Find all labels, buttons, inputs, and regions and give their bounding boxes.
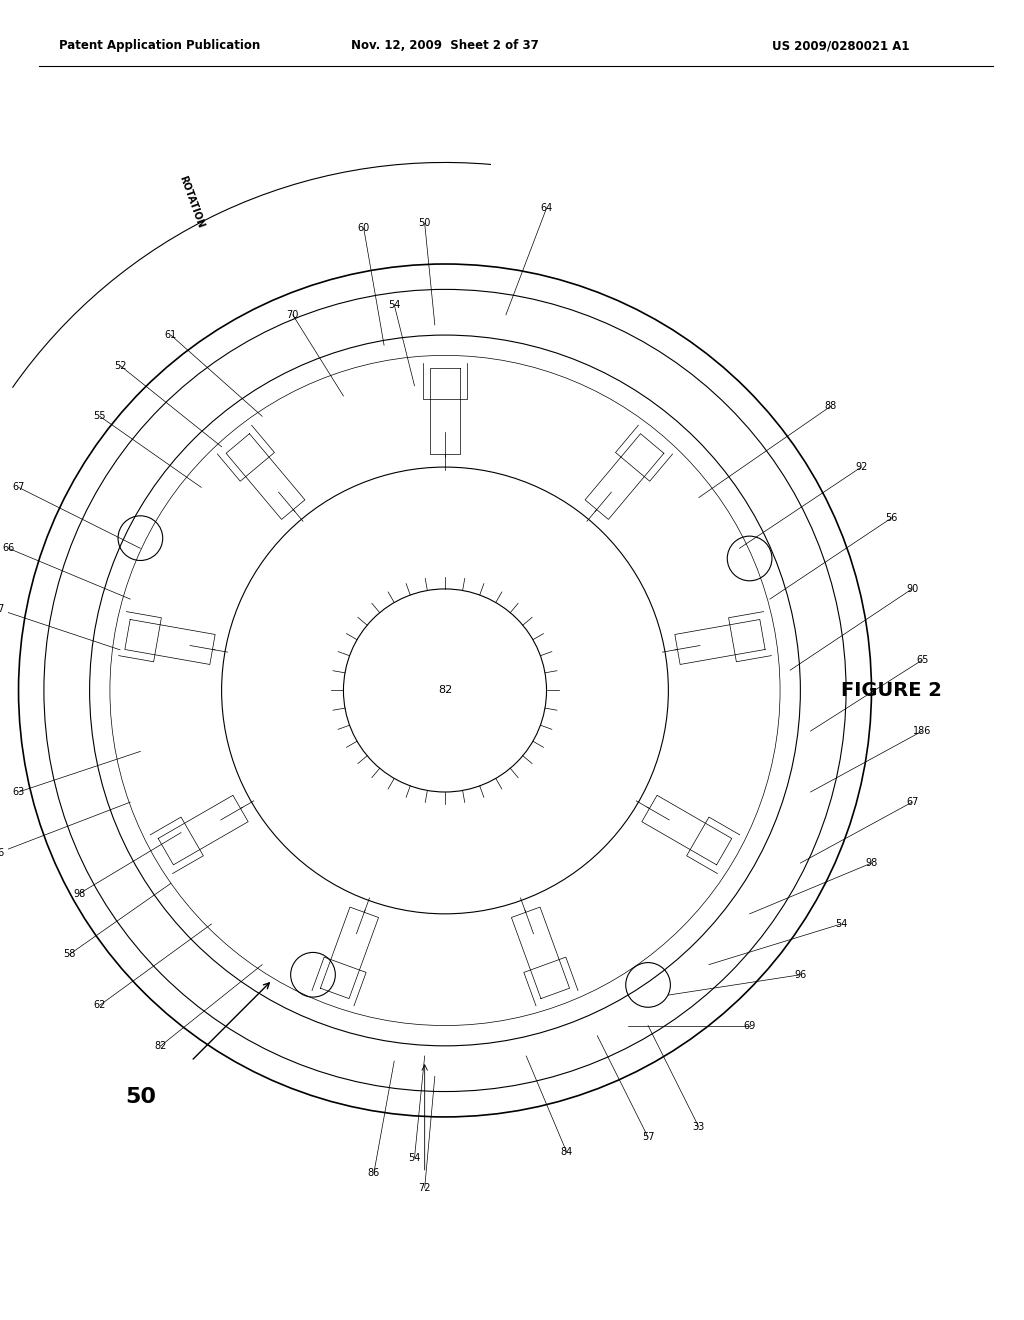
Text: 69: 69	[743, 1020, 756, 1031]
Text: 67: 67	[906, 797, 919, 807]
Text: Nov. 12, 2009  Sheet 2 of 37: Nov. 12, 2009 Sheet 2 of 37	[351, 40, 539, 53]
Text: 60: 60	[357, 223, 370, 234]
Text: 88: 88	[824, 401, 837, 411]
Text: 87: 87	[0, 605, 4, 614]
Text: 50: 50	[419, 218, 431, 228]
Text: 66: 66	[2, 544, 14, 553]
Text: 33: 33	[692, 1122, 705, 1133]
Text: 72: 72	[419, 1183, 431, 1193]
Text: 186: 186	[913, 726, 932, 737]
Text: 67: 67	[12, 482, 25, 492]
Text: 96: 96	[795, 970, 807, 979]
Text: 86: 86	[368, 1168, 380, 1177]
Text: Patent Application Publication: Patent Application Publication	[59, 40, 260, 53]
Text: 82: 82	[155, 1041, 167, 1051]
Text: 55: 55	[93, 412, 106, 421]
Text: US 2009/0280021 A1: US 2009/0280021 A1	[772, 40, 909, 53]
Text: 58: 58	[63, 949, 76, 960]
Text: 65: 65	[916, 655, 929, 665]
Text: 62: 62	[93, 1001, 105, 1010]
Text: 54: 54	[835, 919, 847, 929]
Text: 50: 50	[125, 1086, 156, 1106]
Text: 98: 98	[74, 888, 86, 899]
Text: ROTATION: ROTATION	[177, 174, 206, 230]
Text: 57: 57	[642, 1133, 654, 1142]
Text: 54: 54	[388, 300, 400, 310]
Text: 82: 82	[438, 685, 453, 696]
Text: 64: 64	[541, 203, 553, 213]
Text: 63: 63	[12, 787, 25, 797]
Text: 54: 54	[409, 1152, 421, 1163]
Text: 52: 52	[114, 360, 126, 371]
Text: 92: 92	[855, 462, 867, 473]
Text: 98: 98	[865, 858, 878, 869]
Text: 86: 86	[0, 847, 4, 858]
Text: 56: 56	[886, 513, 898, 523]
Text: 90: 90	[906, 583, 919, 594]
Text: FIGURE 2: FIGURE 2	[842, 681, 942, 700]
Text: 61: 61	[165, 330, 177, 341]
Text: 84: 84	[561, 1147, 573, 1158]
Text: 70: 70	[287, 310, 299, 319]
